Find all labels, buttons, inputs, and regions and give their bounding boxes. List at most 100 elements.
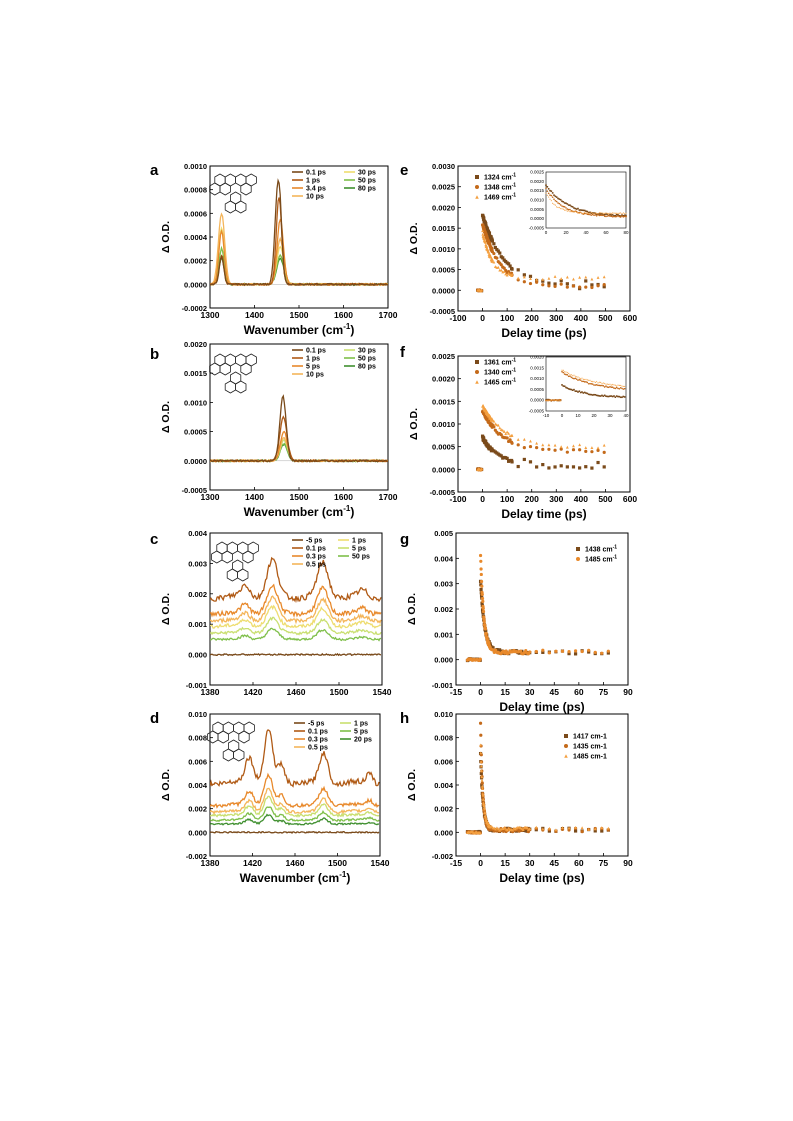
data-point: [493, 245, 497, 250]
data-point: [507, 271, 511, 275]
data-point: [575, 211, 578, 213]
data-point: [574, 825, 578, 829]
data-point: [578, 212, 581, 214]
x-axis-label-main: Delay time (ps): [499, 871, 584, 885]
data-point: [567, 649, 571, 654]
data-point: [479, 594, 484, 598]
data-point: [529, 277, 532, 280]
data-point: [482, 805, 486, 809]
data-point: [480, 783, 484, 787]
data-point: [584, 465, 588, 469]
panel-d: 1380 1420 1460 1500 1540 -0.002 0.000 0.002 0.00…: [150, 710, 390, 885]
x-tick-label: 30: [525, 687, 535, 697]
x-axis-label-main: Delay time (ps): [499, 700, 584, 714]
series-line: [210, 729, 380, 788]
legend-label: 1 ps: [352, 538, 366, 545]
data-point: [546, 190, 549, 192]
data-point: [501, 256, 505, 260]
y-tick-label: 0.001: [434, 630, 453, 639]
data-point: [553, 194, 555, 196]
inset-y-tick-label: 0.0015: [530, 188, 544, 193]
data-point: [593, 650, 597, 654]
molecule-ring: [219, 362, 231, 376]
x-tick-label: 0: [480, 494, 485, 504]
data-point: [601, 394, 603, 397]
data-point: [559, 398, 562, 401]
y-tick-label: 0.0015: [432, 397, 455, 406]
data-point: [603, 394, 606, 397]
data-point: [590, 283, 594, 287]
molecule-ring: [217, 730, 229, 744]
data-point: [611, 214, 614, 216]
data-point: [496, 423, 500, 427]
legend-label-sup: -1: [512, 358, 517, 364]
data-point: [534, 649, 538, 654]
data-point: [553, 203, 555, 205]
data-point: [574, 375, 577, 377]
data-point: [547, 188, 550, 190]
x-tick-label: 0: [480, 313, 485, 323]
data-point: [578, 275, 582, 279]
y-tick-label: -0.001: [432, 681, 453, 690]
data-point: [559, 464, 563, 468]
data-point: [590, 277, 594, 281]
y-axis-label: Δ O.D.: [406, 593, 418, 625]
data-point: [478, 657, 482, 661]
data-point: [510, 460, 514, 464]
data-point: [589, 212, 591, 214]
data-point: [583, 209, 586, 212]
data-point: [598, 213, 601, 215]
x-axis-label: Delay time (ps): [501, 507, 586, 521]
data-point: [572, 444, 575, 448]
data-point: [599, 395, 602, 397]
legend-label: 5 ps: [352, 546, 366, 553]
data-point: [585, 392, 587, 394]
x-axis-label-sup: -1: [343, 322, 351, 331]
data-point: [575, 378, 578, 380]
legend-label: 0.1 ps: [308, 729, 328, 736]
legend-label: 1340 cm-1: [484, 368, 516, 377]
data-point: [597, 384, 599, 387]
legend-label: 3.4 ps: [306, 186, 326, 193]
series-line: [210, 772, 380, 809]
legend-label: 0.5 ps: [306, 562, 326, 569]
data-point: [560, 649, 565, 653]
data-point: [510, 441, 514, 445]
y-tick-label: 0.0010: [432, 245, 455, 254]
data-point: [584, 449, 588, 453]
inset-plot: -10 0 10 20 30 40 -0.0005 0.0000 0.0005 0.0010 0.0…: [529, 355, 629, 419]
x-tick-label: 0: [478, 858, 483, 868]
data-point: [501, 428, 505, 432]
legend-label-main: 1348 cm: [484, 185, 512, 192]
series-line: [210, 795, 380, 818]
data-point: [489, 235, 493, 239]
data-point: [587, 213, 590, 216]
data-point: [617, 384, 619, 386]
x-tick-label: 200: [525, 313, 539, 323]
data-point: [619, 211, 622, 214]
data-point: [595, 384, 598, 386]
data-point: [573, 829, 578, 833]
x-axis-label-main: Delay time (ps): [501, 507, 586, 521]
series-line: [210, 415, 388, 463]
molecule-ring: [219, 182, 231, 196]
x-tick-label: 1300: [201, 492, 220, 502]
legend-label-sup: -1: [512, 368, 517, 374]
legend-label-sup: -1: [613, 555, 618, 561]
y-tick-label: 0.0006: [184, 209, 207, 218]
data-point: [475, 380, 479, 384]
legend-label: 50 ps: [358, 356, 376, 363]
data-point: [587, 379, 590, 381]
y-tick-label: 0.005: [434, 529, 453, 538]
data-point: [600, 826, 604, 830]
series-points: [476, 409, 606, 472]
y-tick-label: 0.001: [188, 620, 207, 629]
data-point: [545, 399, 547, 401]
data-point: [614, 387, 617, 390]
molecule-ring: [209, 182, 221, 196]
data-point: [495, 256, 499, 260]
data-point: [479, 759, 483, 763]
data-point: [601, 384, 603, 387]
data-point: [615, 215, 618, 218]
inset-y-tick-label: -0.0005: [529, 226, 545, 231]
